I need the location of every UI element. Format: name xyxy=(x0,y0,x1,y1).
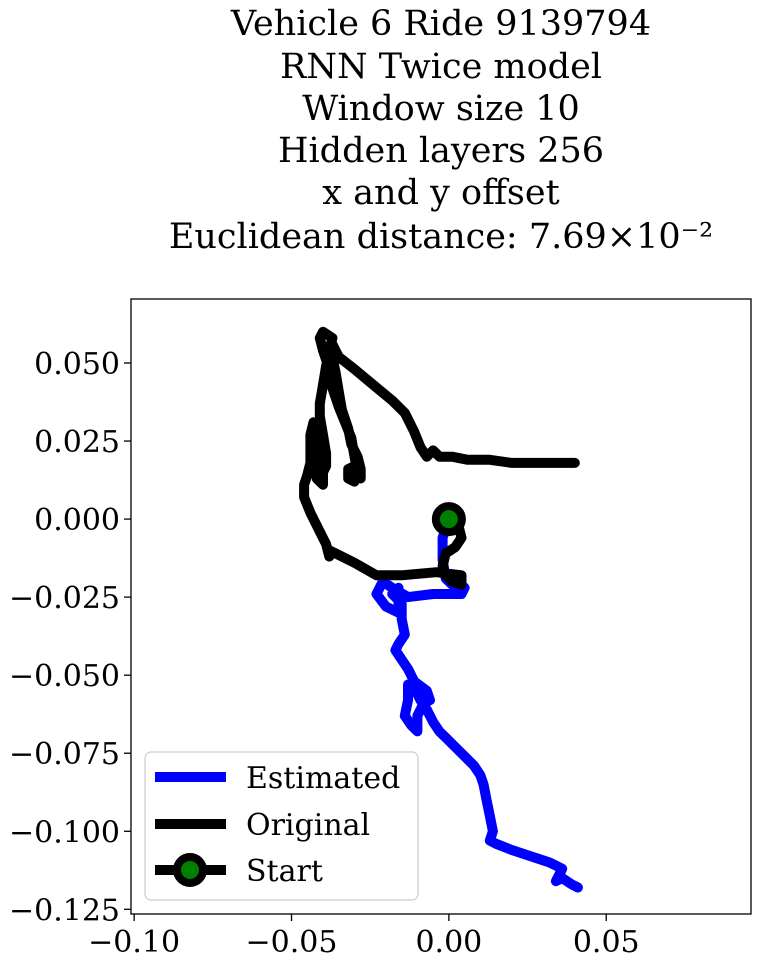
y-tick-label: −0.100 xyxy=(9,815,120,850)
series-line-original xyxy=(299,326,580,590)
x-tick-label: 0.05 xyxy=(573,925,640,960)
y-tick-label: 0.000 xyxy=(34,503,120,538)
title-line: Euclidean distance: 7.69×10⁻² xyxy=(169,217,713,257)
x-tick-label: −0.10 xyxy=(88,925,180,960)
x-tick-label: −0.05 xyxy=(246,925,338,960)
x-tick-label: 0.00 xyxy=(415,925,482,960)
title-line: Vehicle 6 Ride 9139794 xyxy=(230,4,651,44)
plot-area xyxy=(130,298,752,915)
legend: Estimated Original Start xyxy=(144,751,419,901)
start-marker xyxy=(431,502,466,537)
legend-label-original: Original xyxy=(246,808,370,843)
title-line: Window size 10 xyxy=(302,89,580,129)
y-tick-label: 0.025 xyxy=(34,425,120,460)
title-line: x and y offset xyxy=(322,173,559,213)
legend-label-estimated: Estimated xyxy=(246,761,400,796)
y-tick-label: 0.050 xyxy=(34,347,120,382)
series-line-estimated xyxy=(371,514,583,893)
y-tick-label: −0.025 xyxy=(9,581,120,616)
legend-marker-start xyxy=(173,853,207,887)
y-tick-label: −0.075 xyxy=(9,737,120,772)
title-line: Hidden layers 256 xyxy=(278,131,604,171)
y-tick-label: −0.125 xyxy=(9,893,120,928)
legend-box xyxy=(144,751,419,901)
y-tick-label: −0.050 xyxy=(9,659,120,694)
y-axis: 0.050 0.025 0.000 −0.025 −0.050 −0.075 −0.100 −… xyxy=(9,347,131,928)
legend-label-start: Start xyxy=(246,854,323,889)
plot-frame xyxy=(130,298,752,915)
x-axis: −0.10 −0.05 0.00 0.05 xyxy=(88,914,640,960)
title-line: RNN Twice model xyxy=(280,47,602,87)
